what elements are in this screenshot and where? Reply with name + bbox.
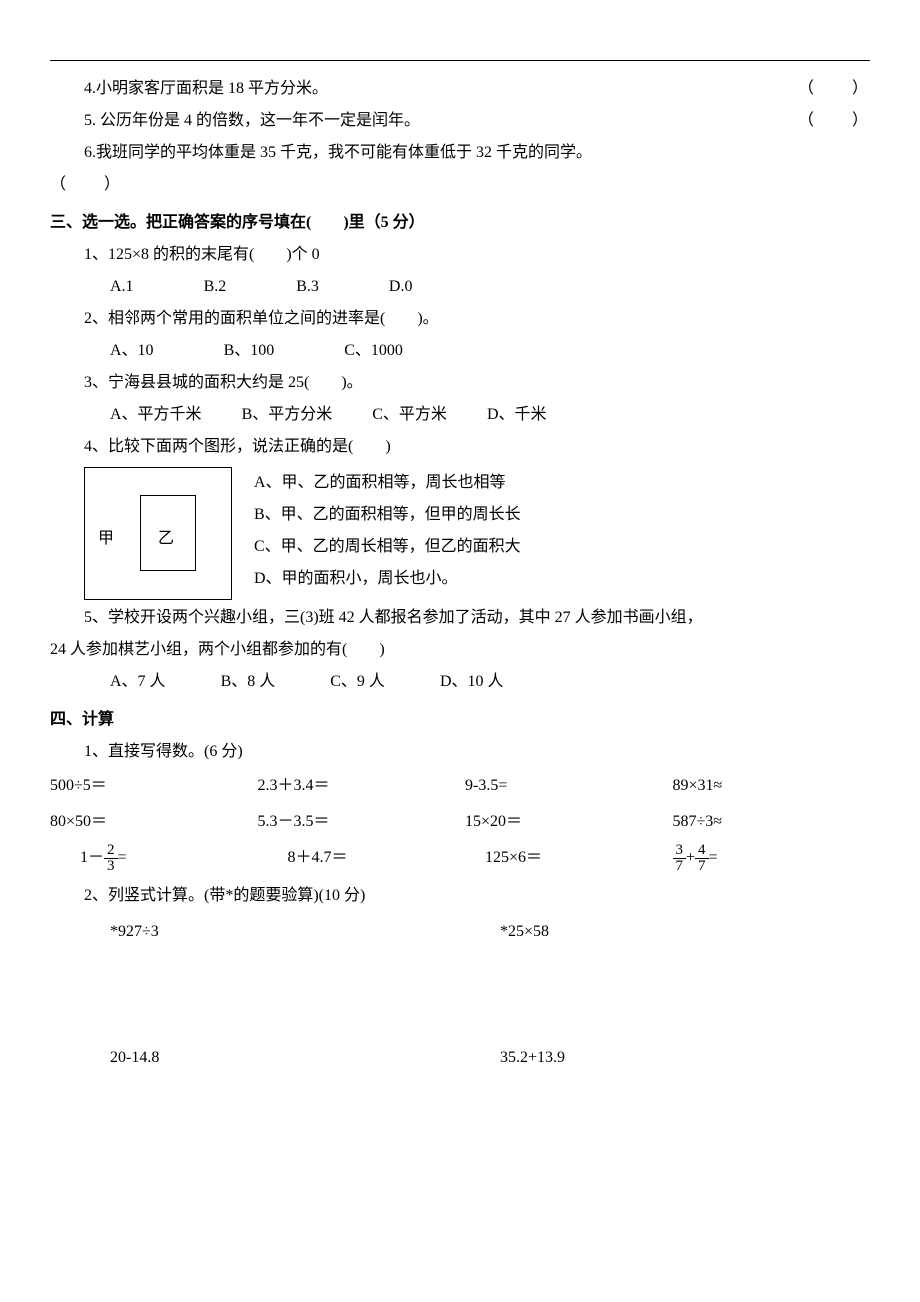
s3-q4-options: A、甲、乙的面积相等，周长也相等 B、甲、乙的面积相等，但甲的周长长 C、甲、乙… (254, 467, 521, 595)
judgment-paren: （ ） (788, 105, 870, 137)
opt-b: B.2 (204, 271, 227, 303)
calc-item: *927÷3 (110, 916, 480, 948)
opt-d: D、甲的面积小，周长也小。 (254, 563, 521, 595)
opt-b: B、平方分米 (242, 399, 333, 431)
judgment-item-5: 5. 公历年份是 4 的倍数，这一年不一定是闰年。 （ ） (50, 105, 870, 137)
judgment-text: 4.小明家客厅面积是 18 平方分米。 (84, 73, 788, 105)
s3-q1-options: A.1 B.2 B.3 D.0 (50, 271, 870, 303)
mental-calc-grid: 500÷5＝ 2.3＋3.4＝ 9-3.5= 89×31≈ 80×50＝ 5.3… (50, 770, 870, 874)
fraction: 23 (104, 843, 118, 874)
calc-item: 89×31≈ (673, 770, 871, 802)
vertical-calc-row2: 20-14.8 35.2+13.9 (50, 1042, 870, 1074)
judgment-text: 5. 公历年份是 4 的倍数，这一年不一定是闰年。 (84, 105, 788, 137)
s3-q3-options: A、平方千米 B、平方分米 C、平方米 D、千米 (50, 399, 870, 431)
opt-b: B、100 (224, 335, 275, 367)
opt-a: A、平方千米 (110, 399, 202, 431)
calc-item: 20-14.8 (110, 1042, 480, 1074)
calc-item: 15×20＝ (465, 806, 663, 838)
opt-d: D、10 人 (440, 666, 504, 698)
s3-q2-stem: 2、相邻两个常用的面积单位之间的进率是( )。 (50, 303, 870, 335)
opt-b: B、甲、乙的面积相等，但甲的周长长 (254, 499, 521, 531)
calc-item: 80×50＝ (50, 806, 248, 838)
s4-p1-title: 1、直接写得数。(6 分) (50, 736, 870, 768)
frac-post: = (118, 849, 127, 866)
numerator: 4 (695, 843, 709, 859)
opt-c: C、甲、乙的周长相等，但乙的面积大 (254, 531, 521, 563)
calc-item: 37+47= (673, 842, 871, 874)
judgment-item-4: 4.小明家客厅面积是 18 平方分米。 （ ） (50, 73, 870, 105)
s4-p2-title: 2、列竖式计算。(带*的题要验算)(10 分) (50, 880, 870, 912)
numerator: 3 (673, 843, 687, 859)
calc-item: 35.2+13.9 (500, 1042, 870, 1074)
judgment-paren: （ ） (788, 73, 870, 105)
workspace-spacer (50, 948, 870, 1038)
opt-b: B、8 人 (221, 666, 276, 698)
opt-d: D.0 (389, 271, 413, 303)
opt-a: A、10 (110, 335, 154, 367)
s3-q5-stem2: 24 人参加棋艺小组，两个小组都参加的有( ) (50, 634, 870, 666)
s3-q5-options: A、7 人 B、8 人 C、9 人 D、10 人 (50, 666, 870, 698)
denominator: 7 (673, 859, 687, 874)
calc-item: 500÷5＝ (50, 770, 248, 802)
q4-figure: 甲 乙 (84, 467, 234, 602)
calc-item: 125×6＝ (465, 842, 663, 874)
plus: + (686, 849, 695, 866)
opt-a: A、甲、乙的面积相等，周长也相等 (254, 467, 521, 499)
judgment-paren: （ ） (50, 176, 122, 193)
fraction-a: 37 (673, 843, 687, 874)
s3-q4-body: 甲 乙 A、甲、乙的面积相等，周长也相等 B、甲、乙的面积相等，但甲的周长长 C… (50, 467, 870, 602)
denominator: 7 (695, 859, 709, 874)
page: 4.小明家客厅面积是 18 平方分米。 （ ） 5. 公历年份是 4 的倍数，这… (0, 0, 920, 1114)
calc-text: 8＋4.7＝ (258, 849, 348, 866)
calc-item: *25×58 (500, 916, 870, 948)
opt-a: A、7 人 (110, 666, 166, 698)
section-3-title: 三、选一选。把正确答案的序号填在( )里（5 分） (50, 207, 870, 239)
section-4-title: 四、计算 (50, 704, 870, 736)
calc-item: 1－23= (50, 842, 248, 874)
frac-post: = (709, 849, 718, 866)
judgment-text: 6.我班同学的平均体重是 35 千克，我不可能有体重低于 32 千克的同学。 (84, 144, 592, 161)
judgment-item-6-text: 6.我班同学的平均体重是 35 千克，我不可能有体重低于 32 千克的同学。 (50, 137, 870, 169)
s3-q1-stem: 1、125×8 的积的末尾有( )个 0 (50, 239, 870, 271)
calc-item: 2.3＋3.4＝ (258, 770, 456, 802)
calc-text: 125×6＝ (465, 849, 542, 866)
s3-q3-stem: 3、宁海县县城的面积大约是 25( )。 (50, 367, 870, 399)
calc-item: 8＋4.7＝ (258, 842, 456, 874)
label-jia: 甲 (98, 523, 114, 555)
top-rule (50, 60, 870, 61)
vertical-calc-row1: *927÷3 *25×58 (50, 916, 870, 948)
opt-c: C、平方米 (372, 399, 447, 431)
s3-q4-stem: 4、比较下面两个图形，说法正确的是( ) (50, 431, 870, 463)
label-yi: 乙 (158, 523, 174, 555)
s3-q5-stem1: 5、学校开设两个兴趣小组，三(3)班 42 人都报名参加了活动，其中 27 人参… (50, 602, 870, 634)
calc-item: 9-3.5= (465, 770, 663, 802)
opt-c: C、1000 (344, 335, 403, 367)
s3-q2-options: A、10 B、100 C、1000 (50, 335, 870, 367)
denominator: 3 (104, 859, 118, 874)
opt-c: B.3 (296, 271, 319, 303)
calc-item: 587÷3≈ (673, 806, 871, 838)
calc-item: 5.3－3.5＝ (258, 806, 456, 838)
opt-d: D、千米 (487, 399, 547, 431)
numerator: 2 (104, 843, 118, 859)
opt-c: C、9 人 (330, 666, 385, 698)
frac-pre: 1－ (50, 849, 104, 866)
judgment-item-6-paren: （ ） (50, 169, 870, 201)
fraction-b: 47 (695, 843, 709, 874)
opt-a: A.1 (110, 271, 134, 303)
